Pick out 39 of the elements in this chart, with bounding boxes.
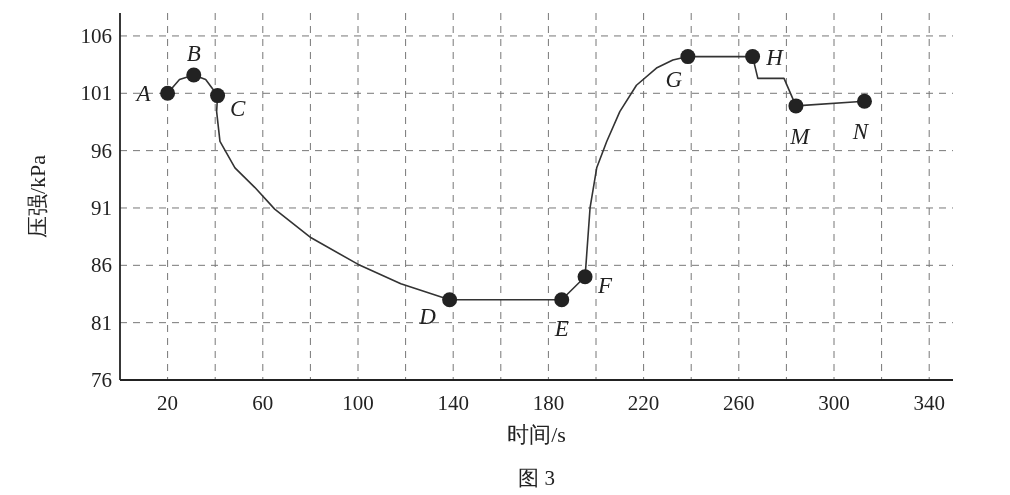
y-tick-label: 86: [91, 253, 112, 278]
x-tick-label: 180: [532, 391, 565, 415]
x-tick-label: 340: [913, 391, 945, 415]
y-tick-label: 101: [80, 81, 112, 106]
annotation: H: [765, 44, 785, 70]
y-tick-label: 81: [91, 310, 112, 335]
point: [680, 49, 696, 65]
x-tick-label: 100: [342, 391, 374, 415]
annotation: A: [134, 81, 152, 107]
x-tick-label: 140: [437, 391, 469, 415]
x-tick-label: 60: [252, 391, 274, 415]
y-tick-label: 96: [91, 138, 112, 163]
point: [210, 88, 226, 104]
x-tick-label: 300: [818, 391, 850, 415]
annotation: C: [229, 95, 246, 121]
annotation: F: [597, 272, 614, 298]
x-axis-title: 时间/s: [507, 422, 566, 447]
y-tick-label: 106: [80, 23, 112, 48]
caption: 图 3: [518, 466, 555, 490]
point: [160, 85, 176, 101]
point: [442, 292, 458, 308]
point: [186, 67, 202, 83]
x-tick-label: 220: [627, 391, 660, 415]
y-tick-label: 76: [91, 368, 112, 392]
annotation: M: [789, 123, 812, 149]
point: [856, 93, 872, 109]
annotation: E: [553, 315, 569, 341]
x-tick-label: 20: [157, 391, 179, 415]
annotation: D: [418, 303, 437, 329]
annotation: B: [186, 40, 201, 66]
annotation: N: [851, 119, 870, 145]
point: [788, 98, 804, 114]
annotation: G: [665, 66, 683, 92]
y-axis-title: 压强/kPa: [25, 154, 50, 239]
y-tick-label: 91: [91, 195, 112, 220]
point: [554, 292, 570, 308]
point: [745, 49, 761, 65]
x-tick-label: 260: [723, 391, 755, 415]
point: [577, 269, 593, 285]
